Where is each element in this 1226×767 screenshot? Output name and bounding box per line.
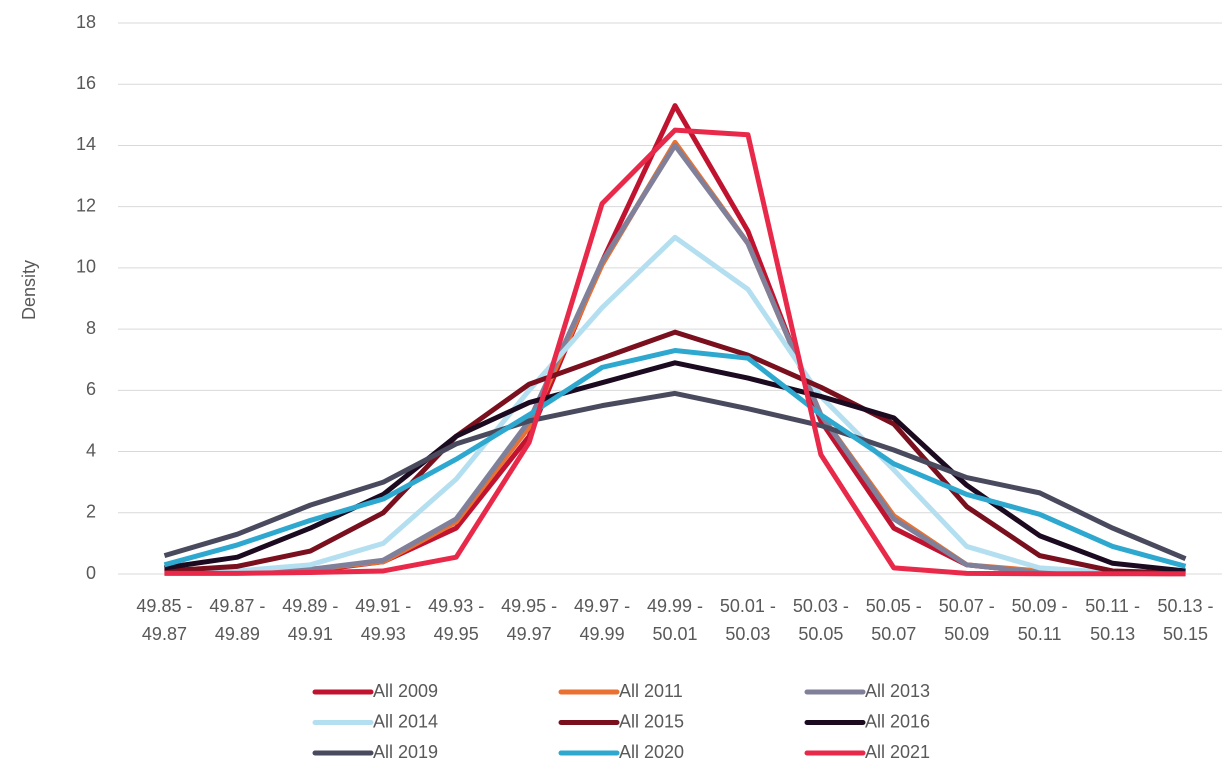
y-tick-label: 16: [76, 73, 96, 93]
y-tick-label: 8: [86, 318, 96, 338]
y-tick-label: 18: [76, 12, 96, 32]
series-line: [164, 127, 1186, 577]
x-tick-label: 49.99 - 50.01: [646, 596, 704, 644]
x-tick-label: 50.07 - 50.09: [938, 596, 995, 644]
x-tick-label: 49.97 - 49.99: [574, 596, 631, 644]
x-tick-label: 49.85 - 49.87: [136, 596, 193, 644]
x-tick-label: 49.87 - 49.89: [209, 596, 266, 644]
y-axis-label: Density: [19, 260, 39, 320]
legend-label: All 2019: [373, 742, 438, 762]
y-tick-label: 14: [76, 134, 96, 154]
y-tick-label: 6: [86, 379, 96, 399]
legend-label: All 2015: [619, 711, 684, 731]
legend-label: All 2016: [865, 711, 930, 731]
legend-label: All 2011: [619, 681, 683, 701]
y-tick-label: 10: [76, 257, 96, 277]
y-tick-label: 0: [86, 563, 96, 583]
y-tick-label: 4: [86, 440, 96, 460]
legend-label: All 2021: [865, 742, 930, 762]
legend-label: All 2014: [373, 711, 438, 731]
series-line: [164, 329, 1186, 576]
x-tick-label: 50.13 - 50.15: [1157, 596, 1214, 644]
y-tick-label: 12: [76, 195, 96, 215]
legend-label: All 2009: [373, 681, 438, 701]
x-tick-label: 49.89 - 49.91: [282, 596, 339, 644]
x-tick-label: 49.95 - 49.97: [501, 596, 558, 644]
x-tick-label: 49.93 - 49.95: [428, 596, 485, 644]
x-tick-label: 50.11 - 50.13: [1085, 596, 1140, 644]
series-line: [163, 390, 1187, 561]
x-tick-label: 50.09 - 50.11: [1011, 596, 1068, 644]
legend-label: All 2013: [865, 681, 930, 701]
series-line: [163, 348, 1187, 569]
series-line: [164, 360, 1186, 574]
series-line: [164, 142, 1186, 577]
legend-label: All 2020: [619, 742, 684, 762]
x-tick-label: 50.01 - 50.03: [719, 596, 776, 644]
y-tick-label: 2: [86, 502, 96, 522]
x-tick-label: 50.03 - 50.05: [792, 596, 849, 644]
x-tick-label: 49.91 - 49.93: [355, 596, 412, 644]
series-line: [164, 234, 1186, 577]
x-tick-label: 50.05 - 50.07: [865, 596, 922, 644]
